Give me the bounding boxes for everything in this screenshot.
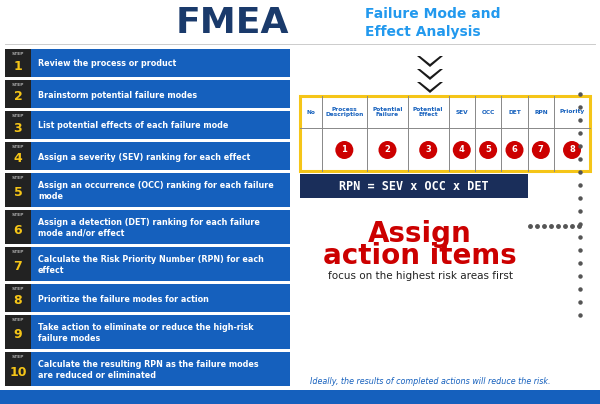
Text: Calculate the Risk Priority Number (RPN) for each
effect: Calculate the Risk Priority Number (RPN)…: [38, 255, 264, 275]
Text: FMEA: FMEA: [175, 6, 289, 40]
Text: action items: action items: [323, 242, 517, 270]
Circle shape: [506, 141, 524, 159]
Circle shape: [563, 141, 581, 159]
FancyBboxPatch shape: [5, 80, 31, 108]
FancyBboxPatch shape: [31, 173, 290, 207]
Text: 8: 8: [14, 295, 22, 307]
Text: Take action to eliminate or reduce the high-risk
failure modes: Take action to eliminate or reduce the h…: [38, 323, 254, 343]
Text: 10: 10: [9, 366, 27, 379]
FancyBboxPatch shape: [300, 174, 528, 198]
FancyBboxPatch shape: [5, 210, 31, 244]
Text: 6: 6: [512, 145, 517, 154]
FancyBboxPatch shape: [5, 315, 31, 349]
Polygon shape: [417, 69, 443, 80]
Text: 4: 4: [14, 152, 22, 166]
FancyBboxPatch shape: [5, 247, 31, 281]
Text: Potential
Effect: Potential Effect: [413, 107, 443, 117]
Text: Assign: Assign: [368, 220, 472, 248]
Text: Potential
Failure: Potential Failure: [372, 107, 403, 117]
Text: Prioritize the failure modes for action: Prioritize the failure modes for action: [38, 295, 209, 303]
Text: RPN = SEV x OCC x DET: RPN = SEV x OCC x DET: [339, 179, 489, 192]
Text: STEP: STEP: [12, 83, 24, 87]
Text: 3: 3: [425, 145, 431, 154]
FancyBboxPatch shape: [5, 173, 31, 207]
Text: STEP: STEP: [12, 287, 24, 291]
FancyBboxPatch shape: [31, 210, 290, 244]
Text: STEP: STEP: [12, 213, 24, 217]
Circle shape: [479, 141, 497, 159]
Text: 2: 2: [14, 90, 22, 103]
Text: STEP: STEP: [12, 114, 24, 118]
FancyBboxPatch shape: [5, 142, 31, 170]
Text: 8: 8: [569, 145, 575, 154]
Text: Failure Mode and
Effect Analysis: Failure Mode and Effect Analysis: [365, 7, 500, 39]
Circle shape: [532, 141, 550, 159]
Text: focus on the highest risk areas first: focus on the highest risk areas first: [328, 271, 512, 281]
Text: STEP: STEP: [12, 318, 24, 322]
Text: 7: 7: [538, 145, 544, 154]
Text: Process
Description: Process Description: [325, 107, 364, 117]
Text: Priority: Priority: [559, 109, 584, 114]
FancyBboxPatch shape: [31, 352, 290, 386]
Circle shape: [335, 141, 353, 159]
Polygon shape: [417, 82, 443, 93]
Circle shape: [379, 141, 397, 159]
Text: STEP: STEP: [12, 250, 24, 254]
Text: Calculate the resulting RPN as the failure modes
are reduced or eliminated: Calculate the resulting RPN as the failu…: [38, 360, 259, 380]
Text: 2: 2: [385, 145, 391, 154]
Text: STEP: STEP: [12, 145, 24, 149]
Text: Review the process or product: Review the process or product: [38, 59, 176, 69]
Text: List potential effects of each failure mode: List potential effects of each failure m…: [38, 122, 229, 130]
FancyBboxPatch shape: [31, 49, 290, 77]
Text: Assign a severity (SEV) ranking for each effect: Assign a severity (SEV) ranking for each…: [38, 152, 250, 162]
Circle shape: [453, 141, 471, 159]
FancyBboxPatch shape: [31, 247, 290, 281]
Text: 1: 1: [14, 59, 22, 72]
Text: 5: 5: [485, 145, 491, 154]
FancyBboxPatch shape: [5, 352, 31, 386]
FancyBboxPatch shape: [31, 80, 290, 108]
Text: STEP: STEP: [12, 52, 24, 56]
FancyBboxPatch shape: [5, 284, 31, 312]
Text: DET: DET: [508, 109, 521, 114]
FancyBboxPatch shape: [5, 49, 31, 77]
FancyBboxPatch shape: [31, 142, 290, 170]
Text: 6: 6: [14, 223, 22, 236]
Text: No: No: [307, 109, 315, 114]
Text: 3: 3: [14, 122, 22, 135]
Text: 1: 1: [341, 145, 347, 154]
Polygon shape: [417, 56, 443, 67]
FancyBboxPatch shape: [0, 390, 600, 404]
Text: STEP: STEP: [12, 355, 24, 359]
Text: Brainstorm potential failure modes: Brainstorm potential failure modes: [38, 90, 197, 99]
Text: Assign an occurrence (OCC) ranking for each failure
mode: Assign an occurrence (OCC) ranking for e…: [38, 181, 274, 201]
FancyBboxPatch shape: [31, 111, 290, 139]
Text: OCC: OCC: [481, 109, 495, 114]
Text: Assign a detection (DET) ranking for each failure
mode and/or effect: Assign a detection (DET) ranking for eac…: [38, 218, 260, 238]
Text: STEP: STEP: [12, 176, 24, 180]
Circle shape: [419, 141, 437, 159]
Text: 7: 7: [14, 261, 22, 274]
Text: SEV: SEV: [455, 109, 468, 114]
FancyBboxPatch shape: [31, 315, 290, 349]
Text: 4: 4: [459, 145, 465, 154]
FancyBboxPatch shape: [31, 284, 290, 312]
Text: Ideally, the results of completed actions will reduce the risk.: Ideally, the results of completed action…: [310, 377, 550, 387]
Text: 5: 5: [14, 187, 22, 200]
Text: RPN: RPN: [534, 109, 548, 114]
FancyBboxPatch shape: [5, 111, 31, 139]
Text: 9: 9: [14, 328, 22, 341]
FancyBboxPatch shape: [300, 96, 590, 171]
